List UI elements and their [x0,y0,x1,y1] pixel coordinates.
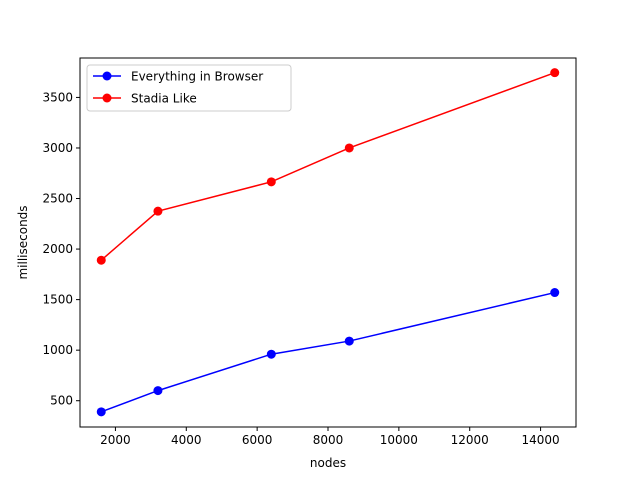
data-point [266,349,276,359]
legend-marker [102,93,112,103]
legend: Everything in Browser Stadia Like [86,64,292,112]
legend-label: Stadia Like [131,92,197,106]
legend-box [86,64,292,112]
legend-label: Everything in Browser [131,70,263,84]
y-tick-label: 3000 [42,141,73,155]
data-point [344,143,354,153]
data-point [550,288,560,298]
y-tick-label: 3500 [42,90,73,104]
y-axis-label: milliseconds [16,205,30,279]
y-tick-label: 1500 [42,293,73,307]
y-tick-label: 500 [50,394,73,408]
series-0 [96,288,560,417]
y-tick-label: 1000 [42,343,73,357]
series-layer [96,68,560,417]
legend-item: Stadia Like [93,92,197,106]
legend-marker [102,71,112,81]
data-point [153,206,163,216]
x-tick-label: 8000 [313,433,344,447]
y-axis: 500 1000 1500 2000 2500 3000 3500 [42,90,80,408]
x-tick-label: 10000 [380,433,418,447]
x-tick-label: 6000 [242,433,273,447]
x-tick-label: 14000 [521,433,559,447]
data-point [153,386,163,396]
y-tick-label: 2500 [42,192,73,206]
data-point [96,407,106,417]
x-axis-label: nodes [310,456,346,470]
y-tick-label: 2000 [42,242,73,256]
x-tick-label: 4000 [171,433,202,447]
data-point [550,68,560,78]
series-1 [96,68,560,265]
data-point [96,255,106,265]
legend-item: Everything in Browser [93,70,263,84]
data-point [266,177,276,187]
x-axis: 2000 4000 6000 8000 10000 12000 14000 [100,427,560,447]
x-tick-label: 12000 [451,433,489,447]
data-point [344,336,354,346]
x-tick-label: 2000 [100,433,131,447]
